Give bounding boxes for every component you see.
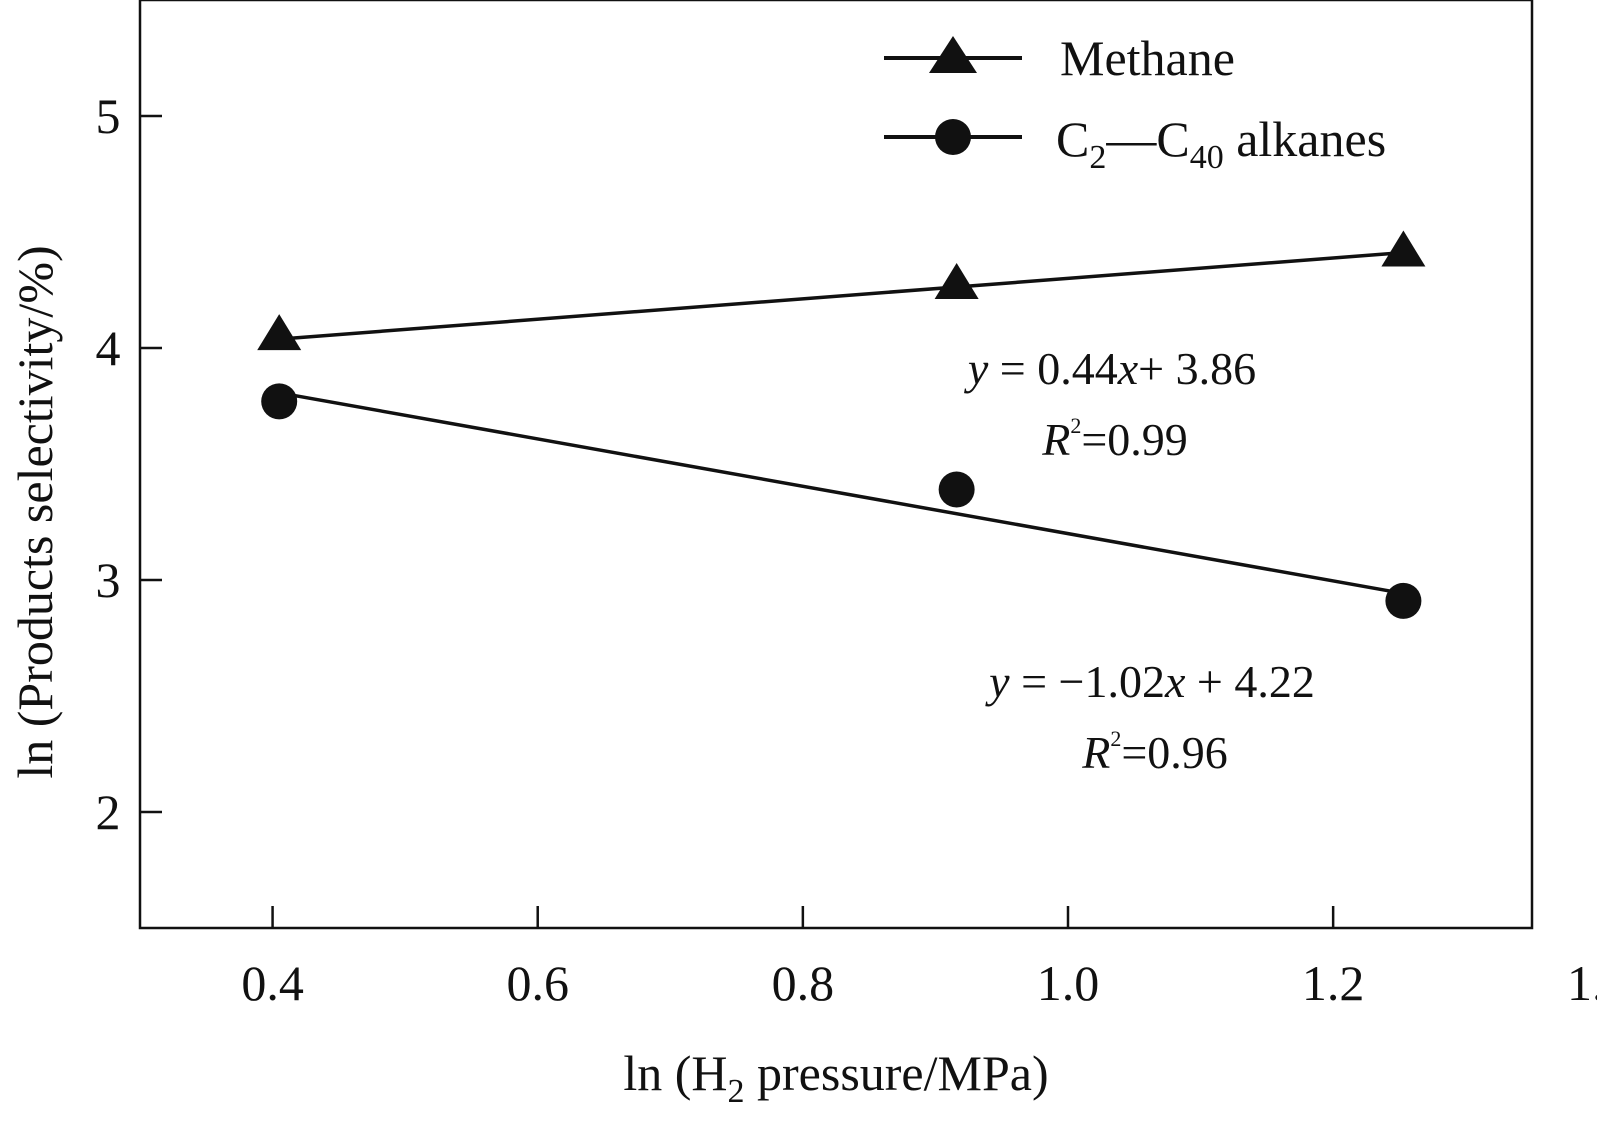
x-tick-label: 1.4 xyxy=(1567,955,1597,1011)
y-axis-ticks: 2 3 4 5 xyxy=(96,88,162,840)
legend: Methane C2—C40 alkanes xyxy=(884,30,1386,176)
equation-methane: y = 0.44x+ 3.86 xyxy=(964,343,1256,394)
y-axis-label: ln (Products selectivity/%) xyxy=(7,245,63,778)
y-tick-label: 3 xyxy=(96,552,121,608)
plot-frame xyxy=(138,0,1534,930)
x-tick-label: 0.8 xyxy=(772,955,835,1011)
x-tick-label: 0.6 xyxy=(506,955,569,1011)
legend-label-methane: Methane xyxy=(1060,30,1235,86)
x-tick-label: 1.0 xyxy=(1037,955,1100,1011)
legend-marker-methane xyxy=(929,36,977,73)
x-axis-label: ln (H2 pressure/MPa) xyxy=(623,1045,1048,1110)
x-axis-ticks: 0.4 0.6 0.8 1.0 1.2 1.4 xyxy=(241,906,1597,1011)
legend-marker-alkanes xyxy=(935,119,971,155)
equation-alkanes: y = −1.02x + 4.22 xyxy=(985,656,1315,707)
y-tick-label: 4 xyxy=(96,320,121,376)
x-tick-label: 0.4 xyxy=(241,955,304,1011)
r2-alkanes: R2=0.96 xyxy=(1081,726,1228,778)
data-point-alkanes xyxy=(938,471,975,508)
data-point-methane xyxy=(257,314,302,351)
series-layer xyxy=(257,230,1426,619)
legend-label-alkanes: C2—C40 alkanes xyxy=(1056,111,1386,176)
fit-line-alkanes xyxy=(278,391,1404,596)
x-tick-label: 1.2 xyxy=(1302,955,1365,1011)
fit-line-methane xyxy=(279,250,1404,341)
data-point-alkanes xyxy=(1385,582,1422,619)
y-tick-label: 2 xyxy=(96,784,121,840)
data-point-methane xyxy=(1381,230,1426,267)
data-point-alkanes xyxy=(261,383,298,420)
y-tick-label: 5 xyxy=(96,88,121,144)
r2-methane: R2=0.99 xyxy=(1041,413,1188,465)
data-point-methane xyxy=(934,263,979,300)
